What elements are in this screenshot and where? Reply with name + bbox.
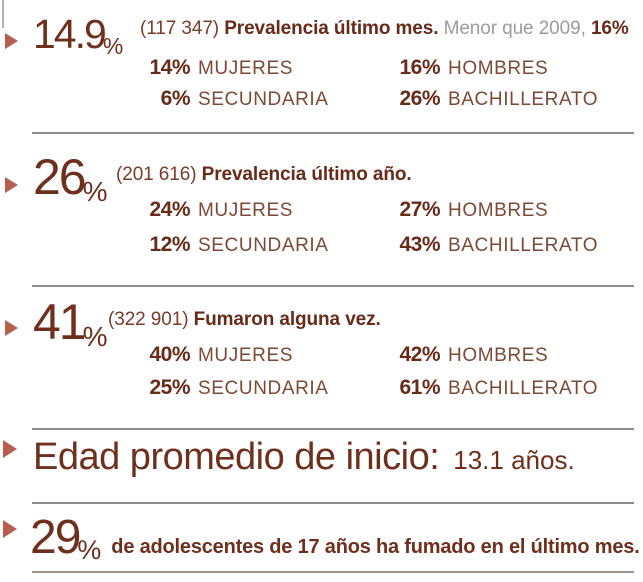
age-prefix: Edad promedio de inicio: bbox=[33, 436, 440, 478]
stat-value: 14% bbox=[149, 56, 190, 79]
section-title: Prevalencia último mes. bbox=[224, 18, 439, 39]
stat-label: BACHILLERATO bbox=[448, 378, 599, 399]
divider-line bbox=[32, 428, 634, 430]
footer-line: 29% de adolescentes de 17 años ha fumado… bbox=[30, 511, 640, 566]
comparison-note: Menor que 2009, bbox=[443, 18, 586, 39]
big-stat-3: 41% bbox=[33, 294, 108, 350]
stat-label: HOMBRES bbox=[448, 58, 549, 79]
bullet-triangle-icon bbox=[3, 520, 17, 538]
stat-value: 61% bbox=[399, 376, 440, 399]
stat-bachillerato: 61% BACHILLERATO bbox=[392, 376, 598, 400]
bullet-triangle-icon bbox=[5, 177, 18, 193]
stat-label: MUJERES bbox=[198, 345, 293, 366]
stat-mujeres: 40% MUJERES bbox=[142, 343, 293, 367]
stat-label: BACHILLERATO bbox=[448, 235, 599, 256]
section-3-heading: (322 901) Fumaron alguna vez. bbox=[108, 309, 381, 331]
big-stat-number: 29 bbox=[30, 511, 81, 564]
section-2-heading: (201 616) Prevalencia último año. bbox=[116, 164, 412, 186]
left-edge-line bbox=[2, 0, 4, 28]
stat-hombres: 42% HOMBRES bbox=[392, 343, 548, 367]
stat-mujeres: 24% MUJERES bbox=[142, 198, 293, 222]
big-stat-2: 26% bbox=[33, 149, 108, 205]
big-stat-1: 14.9% bbox=[33, 11, 123, 57]
divider-line bbox=[32, 285, 634, 287]
population-count: (322 901) bbox=[108, 309, 189, 330]
stat-value: 27% bbox=[399, 198, 440, 221]
big-stat-number: 26 bbox=[33, 149, 87, 205]
bullet-triangle-icon bbox=[5, 33, 18, 49]
stat-value: 25% bbox=[149, 376, 190, 399]
percent-sign: % bbox=[82, 175, 108, 207]
stat-secundaria: 6% SECUNDARIA bbox=[142, 87, 329, 111]
stat-label: BACHILLERATO bbox=[448, 89, 599, 110]
comparison-percent: 16% bbox=[590, 18, 629, 39]
stat-value: 6% bbox=[160, 87, 191, 110]
stat-hombres: 27% HOMBRES bbox=[392, 198, 548, 222]
section-title: Fumaron alguna vez. bbox=[193, 309, 381, 330]
age-line: Edad promedio de inicio: 13.1 años. bbox=[33, 436, 575, 479]
section-1-heading: (117 347) Prevalencia último mes. Menor … bbox=[140, 18, 629, 40]
divider-line bbox=[32, 502, 634, 504]
big-stat-number: 41 bbox=[33, 294, 87, 350]
stat-label: SECUNDARIA bbox=[198, 378, 329, 399]
footer-text: de adolescentes de 17 años ha fumado en … bbox=[111, 536, 640, 558]
age-value: 13.1 años. bbox=[453, 445, 575, 475]
percent-sign: % bbox=[77, 535, 102, 566]
stat-secundaria: 25% SECUNDARIA bbox=[142, 376, 329, 400]
stat-value: 40% bbox=[149, 343, 190, 366]
stat-label: MUJERES bbox=[198, 200, 293, 221]
bullet-triangle-icon bbox=[5, 320, 18, 336]
divider-line bbox=[32, 571, 634, 573]
percent-sign: % bbox=[102, 32, 124, 59]
stat-hombres: 16% HOMBRES bbox=[392, 56, 548, 80]
stat-value: 12% bbox=[149, 233, 190, 256]
stat-label: HOMBRES bbox=[448, 200, 549, 221]
stat-value: 24% bbox=[149, 198, 190, 221]
stat-label: SECUNDARIA bbox=[198, 235, 329, 256]
stat-label: MUJERES bbox=[198, 58, 293, 79]
stat-label: SECUNDARIA bbox=[198, 89, 329, 110]
stat-value: 16% bbox=[399, 56, 440, 79]
big-stat-number: 14.9 bbox=[33, 11, 107, 57]
footer-big-stat: 29% bbox=[30, 511, 102, 566]
stat-value: 42% bbox=[399, 343, 440, 366]
section-title: Prevalencia último año. bbox=[201, 164, 412, 185]
stat-label: HOMBRES bbox=[448, 345, 549, 366]
bullet-triangle-icon bbox=[3, 440, 17, 458]
population-count: (117 347) bbox=[140, 18, 220, 39]
stat-bachillerato: 26% BACHILLERATO bbox=[392, 87, 598, 111]
divider-line bbox=[32, 132, 634, 134]
population-count: (201 616) bbox=[116, 164, 197, 185]
stat-value: 26% bbox=[399, 87, 440, 110]
stat-mujeres: 14% MUJERES bbox=[142, 56, 293, 80]
percent-sign: % bbox=[82, 320, 108, 352]
stat-value: 43% bbox=[399, 233, 440, 256]
stat-bachillerato: 43% BACHILLERATO bbox=[392, 233, 598, 257]
stat-secundaria: 12% SECUNDARIA bbox=[142, 233, 329, 257]
